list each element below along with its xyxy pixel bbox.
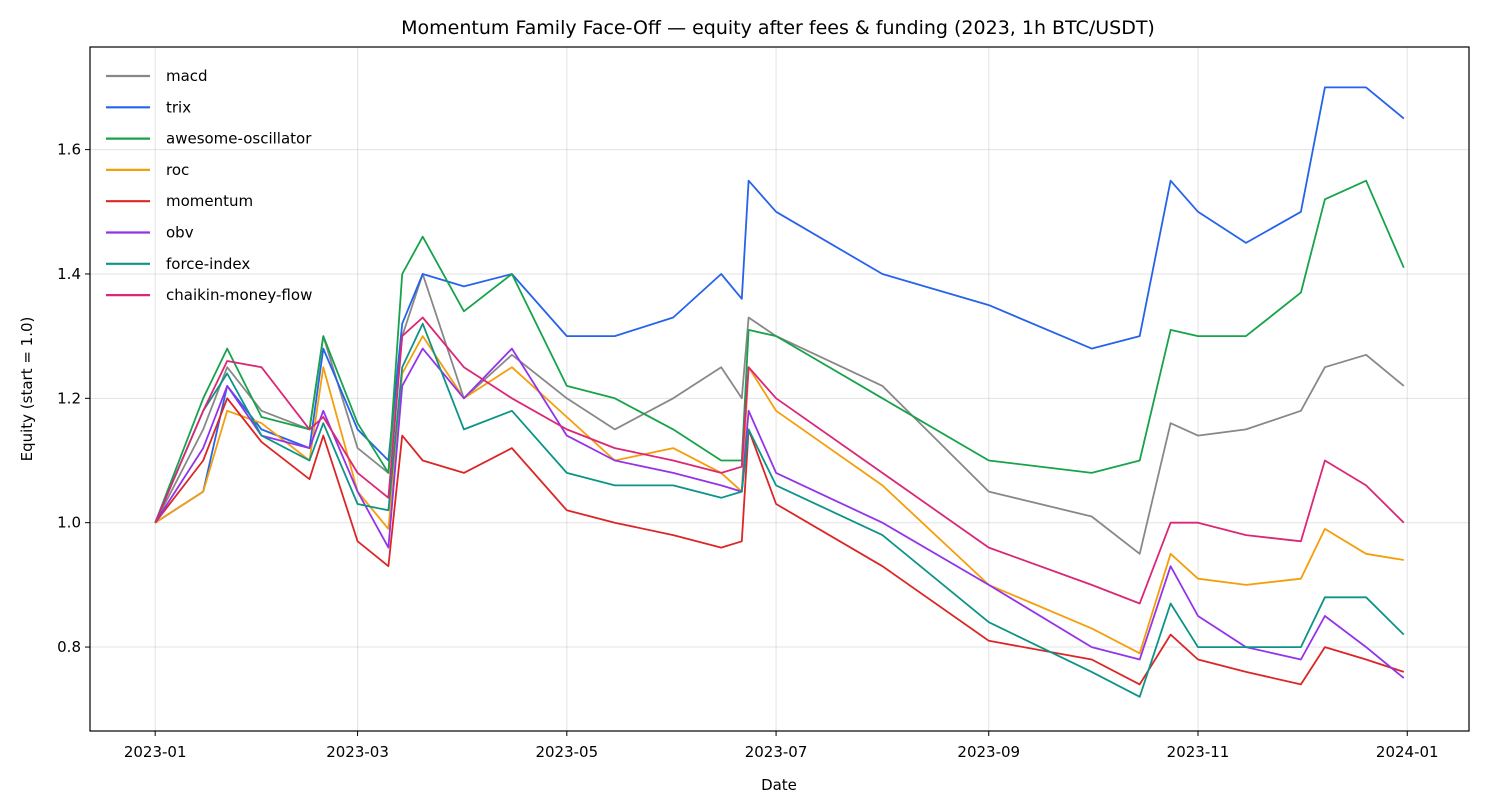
x-tick-label: 2023-05: [535, 743, 598, 761]
series-line-chaikin-money-flow: [154, 316, 1405, 605]
y-tick-label: 0.8: [57, 638, 81, 656]
series-line-momentum: [154, 397, 1405, 686]
x-tick-label: 2023-01: [124, 743, 187, 761]
x-axis-label: Date: [761, 776, 797, 794]
series-line-roc: [154, 335, 1404, 655]
series-group: [154, 86, 1405, 698]
series-line-force-index: [154, 322, 1405, 698]
legend-label-macd: macd: [166, 67, 208, 85]
series-line-obv: [154, 347, 1405, 679]
x-axis: 2023-01 2023-03 2023-05 2023-07 2023-09 2023-…: [124, 731, 1439, 761]
x-tick-label: 2023-07: [745, 743, 808, 761]
y-tick-label: 1.2: [57, 389, 81, 407]
y-tick-label: 1.4: [57, 265, 81, 283]
legend-label-roc: roc: [166, 161, 189, 179]
legend: macd trix awesome-oscillator roc momentum obv…: [106, 67, 312, 304]
x-tick-label: 2024-01: [1376, 743, 1439, 761]
chart-title: Momentum Family Face-Off — equity after …: [401, 17, 1155, 39]
y-tick-label: 1.6: [57, 141, 81, 159]
y-axis-label: Equity (start = 1.0): [18, 317, 36, 462]
legend-label-force-index: force-index: [166, 255, 250, 273]
plot-frame: [89, 46, 1470, 732]
legend-label-obv: obv: [166, 224, 194, 242]
x-tick-label: 2023-09: [957, 743, 1020, 761]
legend-label-trix: trix: [166, 98, 191, 116]
series-line-awesome-oscillator: [154, 179, 1405, 524]
y-axis: 0.8 1.0 1.2 1.4 1.6: [57, 141, 90, 656]
x-tick-label: 2023-03: [326, 743, 389, 761]
legend-label-awesome-oscillator: awesome-oscillator: [166, 130, 312, 148]
legend-label-chaikin-money-flow: chaikin-money-flow: [166, 286, 312, 304]
legend-label-momentum: momentum: [166, 192, 253, 210]
grid: [90, 47, 1469, 731]
series-line-trix: [154, 86, 1405, 524]
x-tick-label: 2023-11: [1167, 743, 1230, 761]
y-tick-label: 1.0: [57, 514, 81, 532]
